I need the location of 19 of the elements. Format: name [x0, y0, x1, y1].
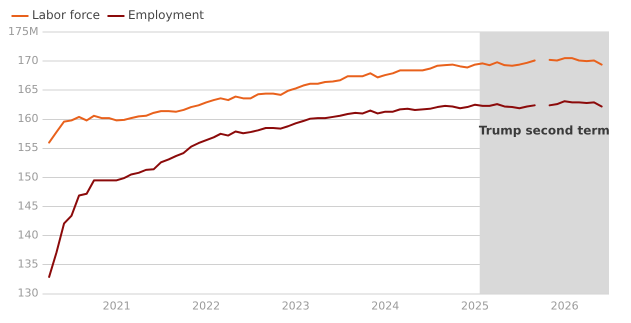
y-tick-label: 170 — [17, 54, 38, 67]
x-tick-label: 2025 — [461, 299, 490, 312]
x-tick-label: 2021 — [102, 299, 131, 312]
x-tick-label: 2023 — [282, 299, 310, 312]
band-label: Trump second term — [478, 124, 610, 138]
x-tick-label: 2026 — [550, 299, 579, 312]
y-tick-label: 175M — [8, 24, 38, 38]
legend-label: Labor force — [32, 8, 100, 22]
y-tick-label: 150 — [17, 170, 38, 184]
y-tick-label: 155 — [17, 141, 38, 154]
x-tick-label: 2022 — [192, 299, 220, 312]
y-tick-label: 140 — [17, 228, 38, 242]
y-tick-label: 160 — [17, 112, 38, 126]
legend-label: Employment — [128, 8, 204, 22]
y-tick-label: 165 — [17, 83, 38, 96]
y-tick-label: 145 — [17, 199, 38, 212]
y-tick-label: 135 — [17, 258, 38, 271]
y-tick-label: 130 — [17, 286, 38, 300]
x-tick-label: 2024 — [371, 299, 400, 312]
